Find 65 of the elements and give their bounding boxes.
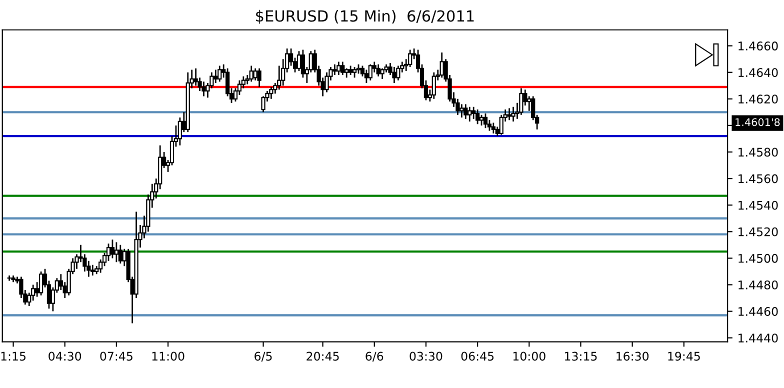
x-tick-label: 07:45 [100, 352, 132, 361]
x-tick-label: 1:15 [1, 352, 26, 361]
candlestick [519, 88, 524, 116]
candlestick [249, 65, 254, 82]
candlestick [340, 61, 345, 76]
candlestick [368, 64, 372, 82]
candlestick [118, 244, 122, 264]
candlestick [460, 104, 464, 118]
x-tick-label: 06:45 [461, 352, 494, 361]
x-tick-label: 10:00 [513, 352, 546, 361]
x-tick-label: 11:00 [152, 352, 184, 361]
y-tick-label: 1.4440 [738, 334, 778, 342]
x-tick-label: 6/6 [366, 352, 384, 362]
y-tick-label: 1.4540 [738, 200, 778, 210]
x-tick-label: 13:15 [565, 352, 597, 361]
candlestick [344, 68, 349, 78]
x-tick-label: 16:30 [616, 352, 649, 361]
candlestick [483, 112, 488, 129]
y-tick-label: 1.4500 [738, 254, 778, 263]
candlestick [396, 65, 400, 82]
candlestick [475, 108, 480, 125]
candlestick [491, 122, 496, 134]
candlestick [380, 68, 384, 80]
candlestick [507, 108, 512, 121]
candlestick [336, 61, 341, 76]
candlestick [110, 238, 115, 259]
candlestick [348, 65, 353, 76]
candlestick [90, 264, 95, 276]
candlestick [7, 274, 12, 282]
x-tick-label: 19:45 [668, 352, 700, 361]
y-tick-label: 1.4460 [738, 307, 778, 316]
candlestick [479, 114, 484, 126]
candlestick [202, 80, 206, 97]
candlestick [38, 270, 44, 296]
candlestick [352, 66, 357, 78]
y-tick-label: 1.4580 [738, 148, 778, 157]
candlestick [468, 106, 472, 122]
candlestick [269, 86, 274, 100]
x-tick-label: 6/5 [254, 352, 272, 362]
candlestick [257, 68, 262, 88]
x-tick-label: 04:30 [48, 352, 82, 361]
y-tick-label: 1.4620 [738, 94, 778, 104]
y-tick-label: 1.4660 [738, 42, 778, 50]
candlestick [392, 66, 396, 84]
candlestick [114, 242, 118, 263]
y-tick-label: 1.4640 [738, 68, 778, 78]
candlestick [218, 65, 222, 82]
y-tick-label: 1.4480 [738, 280, 778, 290]
chart-title: $EURUSD (15 Min) 6/6/2011 [256, 10, 474, 24]
candlestick [464, 104, 468, 120]
candlestick [332, 64, 337, 76]
candlestick [214, 69, 218, 84]
x-tick-label: 03:30 [410, 352, 442, 361]
candlestick [432, 72, 436, 100]
candlestick [364, 69, 369, 84]
y-tick-label: 1.4520 [738, 227, 778, 236]
x-tick-label: 20:45 [306, 352, 339, 361]
y-tick-label: 1.4560 [738, 174, 778, 184]
candlestick [408, 49, 412, 68]
candlestick [106, 242, 111, 262]
candlestick [356, 64, 361, 74]
candlestick [296, 50, 302, 72]
candlestick [511, 106, 516, 122]
candlestick [472, 106, 476, 120]
text: 1.4601'8 [736, 118, 780, 126]
